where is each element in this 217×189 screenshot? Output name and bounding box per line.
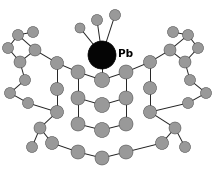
Circle shape xyxy=(164,44,176,56)
Circle shape xyxy=(75,23,85,33)
Circle shape xyxy=(51,83,64,95)
Circle shape xyxy=(119,91,133,105)
Circle shape xyxy=(88,41,116,69)
Circle shape xyxy=(71,91,85,105)
Circle shape xyxy=(29,44,41,56)
Circle shape xyxy=(119,145,133,159)
Circle shape xyxy=(94,73,110,88)
Circle shape xyxy=(201,88,212,98)
Circle shape xyxy=(51,57,64,70)
Circle shape xyxy=(26,142,38,153)
Circle shape xyxy=(119,65,133,79)
Circle shape xyxy=(71,145,85,159)
Circle shape xyxy=(169,122,181,134)
Circle shape xyxy=(92,15,102,26)
Circle shape xyxy=(14,56,26,68)
Circle shape xyxy=(71,65,85,79)
Circle shape xyxy=(5,88,15,98)
Circle shape xyxy=(179,142,191,153)
Circle shape xyxy=(51,105,64,119)
Circle shape xyxy=(13,29,23,40)
Circle shape xyxy=(182,29,194,40)
Circle shape xyxy=(95,151,109,165)
Circle shape xyxy=(182,98,194,108)
Circle shape xyxy=(156,136,168,149)
Circle shape xyxy=(143,81,156,94)
Circle shape xyxy=(179,56,191,68)
Circle shape xyxy=(94,122,110,138)
Circle shape xyxy=(3,43,13,53)
Circle shape xyxy=(168,26,179,37)
Circle shape xyxy=(94,98,110,112)
Circle shape xyxy=(34,122,46,134)
Circle shape xyxy=(28,26,38,37)
Text: Pb: Pb xyxy=(118,49,133,59)
Circle shape xyxy=(20,74,31,85)
Circle shape xyxy=(23,98,33,108)
Circle shape xyxy=(110,9,120,20)
Circle shape xyxy=(143,56,156,68)
Circle shape xyxy=(192,43,204,53)
Circle shape xyxy=(143,105,156,119)
Circle shape xyxy=(119,117,133,131)
Circle shape xyxy=(71,117,85,131)
Circle shape xyxy=(184,74,196,85)
Circle shape xyxy=(46,136,59,149)
